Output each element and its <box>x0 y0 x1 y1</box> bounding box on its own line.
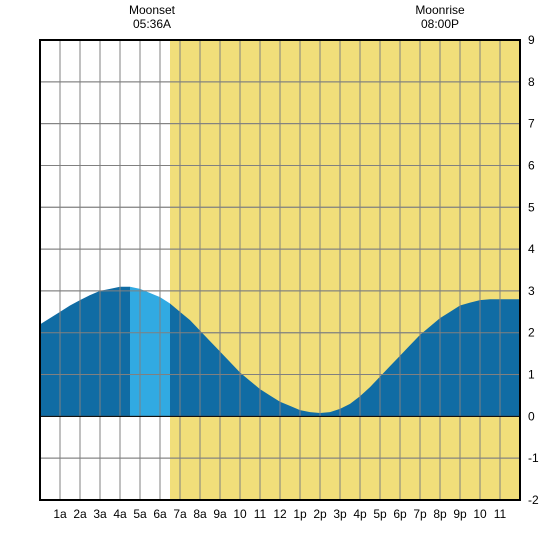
x-tick-label: 11 <box>494 507 507 521</box>
top-event-time: 08:00P <box>421 17 459 31</box>
top-event-title: Moonrise <box>415 3 465 17</box>
x-tick-label: 9p <box>453 507 467 521</box>
top-event-time: 05:36A <box>133 17 171 31</box>
x-tick-label: 10 <box>233 507 247 521</box>
y-tick-label: 1 <box>528 368 535 382</box>
y-tick-label: 2 <box>528 326 535 340</box>
y-tick-label: -2 <box>528 493 539 507</box>
x-tick-label: 8a <box>193 507 207 521</box>
tide-chart: -2-101234567891a2a3a4a5a6a7a8a9a1011121p… <box>0 0 550 550</box>
x-tick-label: 2p <box>313 507 327 521</box>
x-tick-label: 3a <box>93 507 107 521</box>
x-tick-label: 3p <box>333 507 347 521</box>
x-tick-label: 8p <box>433 507 447 521</box>
x-tick-label: 1a <box>53 507 67 521</box>
top-event-title: Moonset <box>129 3 176 17</box>
x-tick-label: 5a <box>133 507 147 521</box>
y-tick-label: 7 <box>528 117 535 131</box>
y-tick-label: 9 <box>528 33 535 47</box>
x-tick-label: 4a <box>113 507 127 521</box>
y-tick-label: 0 <box>528 409 535 423</box>
x-tick-label: 6p <box>393 507 407 521</box>
x-tick-label: 7a <box>173 507 187 521</box>
x-tick-label: 12 <box>273 507 287 521</box>
x-tick-label: 11 <box>254 507 267 521</box>
x-tick-label: 4p <box>353 507 367 521</box>
x-tick-label: 10 <box>473 507 487 521</box>
x-tick-label: 7p <box>413 507 427 521</box>
daylight-band <box>170 40 520 500</box>
x-tick-label: 5p <box>373 507 387 521</box>
x-tick-label: 6a <box>153 507 167 521</box>
x-tick-label: 9a <box>213 507 227 521</box>
y-tick-label: 3 <box>528 284 535 298</box>
y-tick-label: 4 <box>528 242 535 256</box>
x-tick-label: 1p <box>293 507 307 521</box>
chart-svg: -2-101234567891a2a3a4a5a6a7a8a9a1011121p… <box>0 0 550 550</box>
y-tick-label: -1 <box>528 451 539 465</box>
y-tick-label: 8 <box>528 75 535 89</box>
y-tick-label: 6 <box>528 158 535 172</box>
x-tick-label: 2a <box>73 507 87 521</box>
y-tick-label: 5 <box>528 200 535 214</box>
